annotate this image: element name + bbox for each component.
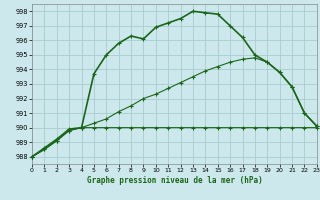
X-axis label: Graphe pression niveau de la mer (hPa): Graphe pression niveau de la mer (hPa) [86, 176, 262, 185]
